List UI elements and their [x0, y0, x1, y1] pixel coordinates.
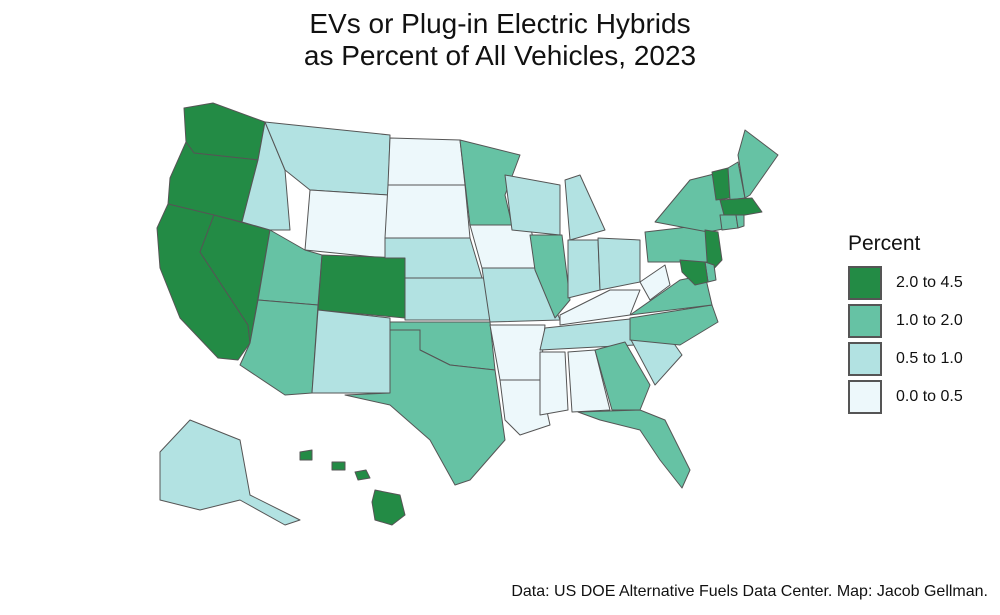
source-caption: Data: US DOE Alternative Fuels Data Cent… — [511, 583, 988, 600]
state-AK — [159, 419, 301, 526]
state-AZ — [239, 299, 319, 396]
legend-label: 2.0 to 4.5 — [896, 274, 963, 291]
legend-title: Percent — [848, 232, 921, 255]
state-RI — [735, 214, 745, 229]
title-line-2: as Percent of All Vehicles, 2023 — [303, 40, 697, 71]
title-line-1: EVs or Plug-in Electric Hybrids — [309, 8, 691, 39]
state-WI — [504, 174, 561, 236]
legend-item: 2.0 to 4.5 — [848, 264, 988, 302]
legend-label: 0.5 to 1.0 — [896, 350, 963, 367]
state-WV — [639, 264, 671, 301]
state-HI — [299, 449, 406, 526]
state-MA — [719, 197, 763, 216]
state-FL — [577, 409, 691, 489]
state-AL — [567, 349, 611, 413]
state-GA — [594, 341, 651, 411]
legend: Percent 2.0 to 4.5 1.0 to 2.0 0.5 to 1.0… — [848, 232, 988, 416]
legend-item: 0.5 to 1.0 — [848, 340, 988, 378]
state-CT — [719, 214, 739, 231]
state-IN — [567, 239, 601, 299]
legend-label: 1.0 to 2.0 — [896, 312, 963, 329]
state-SD — [384, 184, 471, 239]
state-TX — [344, 329, 506, 486]
state-MN — [459, 139, 521, 226]
legend-swatch — [848, 266, 882, 300]
state-MI — [564, 174, 606, 241]
legend-swatch — [848, 380, 882, 414]
legend-item: 1.0 to 2.0 — [848, 302, 988, 340]
state-IL — [529, 234, 571, 319]
legend-swatch — [848, 304, 882, 338]
state-KS — [404, 277, 491, 321]
state-ME — [737, 129, 779, 199]
state-MS — [539, 351, 569, 416]
legend-swatch — [848, 342, 882, 376]
state-WY — [304, 189, 389, 259]
state-WA — [183, 102, 266, 161]
legend-label: 0.0 to 0.5 — [896, 388, 963, 405]
state-CO — [317, 254, 406, 319]
legend-item: 0.0 to 0.5 — [848, 378, 988, 416]
state-AR — [489, 324, 546, 381]
state-NM — [311, 309, 391, 394]
state-ND — [387, 137, 466, 186]
state-KY — [559, 289, 641, 326]
state-MD — [679, 259, 709, 286]
state-LA — [499, 379, 551, 436]
map-title: EVs or Plug-in Electric Hybrids as Perce… — [0, 8, 1000, 72]
state-OH — [597, 237, 641, 291]
